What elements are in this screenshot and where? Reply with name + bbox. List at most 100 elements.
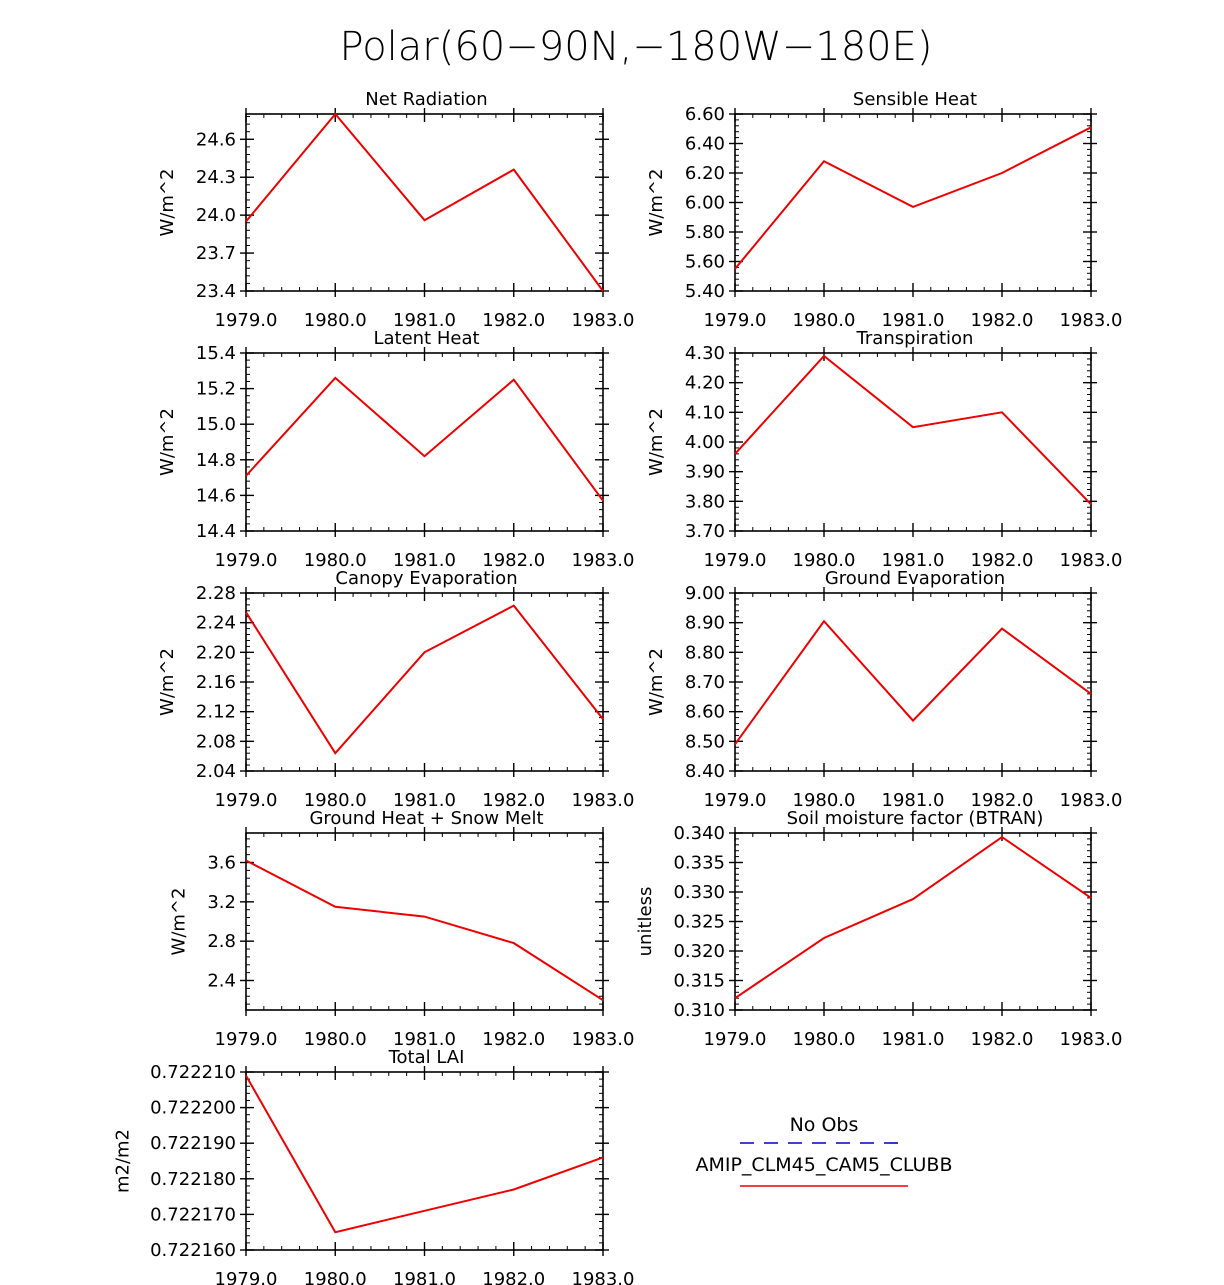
- y-tick-label: 2.16: [196, 672, 236, 693]
- x-tick-label: 1981.0: [882, 1029, 945, 1050]
- y-tick-label: 3.80: [685, 491, 725, 512]
- x-tick-label: 1979.0: [215, 310, 278, 331]
- y-tick-label: 24.6: [196, 129, 236, 150]
- y-tick-label: 14.4: [196, 521, 236, 542]
- panel-0: 1979.0 1980.0 1981.0 1982.0 1983.0 23.4 23.7 24…: [157, 89, 634, 331]
- x-tick-label: 1981.0: [393, 790, 456, 811]
- panels: 1979.0 1980.0 1981.0 1982.0 1983.0 23.4 23.7 24…: [112, 89, 1122, 1285]
- x-tick-label: 1980.0: [304, 1269, 367, 1285]
- y-tick-label: 0.325: [673, 912, 725, 933]
- y-tick-label: 9.00: [685, 583, 725, 604]
- y-tick-label: 2.08: [196, 731, 236, 752]
- x-tick-label: 1979.0: [704, 1029, 767, 1050]
- panel-title: Latent Heat: [373, 328, 479, 349]
- y-tick-label: 14.8: [196, 450, 236, 471]
- series-line: [734, 835, 1092, 1000]
- y-tick-label: 5.60: [685, 252, 725, 273]
- y-tick-label: 0.722210: [150, 1062, 236, 1083]
- x-tick-label: 1983.0: [572, 1269, 635, 1285]
- y-tick-label: 15.2: [196, 379, 236, 400]
- y-axis-label: W/m^2: [168, 888, 189, 956]
- plot-frame: [734, 592, 1092, 772]
- x-tick-label: 1980.0: [793, 1029, 856, 1050]
- y-tick-label: 0.722190: [150, 1133, 236, 1154]
- legend-entry-label: AMIP_CLM45_CAM5_CLUBB: [695, 1154, 952, 1176]
- x-tick-label: 1983.0: [572, 550, 635, 571]
- y-axis-label: W/m^2: [646, 648, 667, 716]
- series-line: [245, 376, 604, 502]
- y-tick-label: 0.335: [673, 853, 725, 874]
- y-tick-label: 5.40: [685, 281, 725, 302]
- x-tick-label: 1982.0: [971, 1029, 1034, 1050]
- legend-entry-label: No Obs: [790, 1114, 859, 1136]
- y-tick-label: 4.30: [685, 343, 725, 364]
- y-tick-label: 6.40: [685, 134, 725, 155]
- series-line: [734, 354, 1092, 505]
- x-tick-label: 1983.0: [1060, 550, 1123, 571]
- y-tick-label: 8.90: [685, 613, 725, 634]
- x-tick-label: 1979.0: [215, 550, 278, 571]
- y-tick-label: 0.722160: [150, 1240, 236, 1261]
- panel-2: 1979.0 1980.0 1981.0 1982.0 1983.0 14.4 14.6 14…: [157, 328, 634, 571]
- y-tick-label: 2.24: [196, 613, 236, 634]
- series-line: [245, 859, 604, 1002]
- plot-frame: [734, 352, 1092, 532]
- y-axis-label: W/m^2: [646, 169, 667, 237]
- x-tick-label: 1982.0: [482, 1269, 545, 1285]
- y-axis-label: W/m^2: [157, 408, 178, 476]
- y-tick-label: 5.80: [685, 222, 725, 243]
- x-tick-label: 1980.0: [304, 790, 367, 811]
- x-tick-label: 1980.0: [304, 310, 367, 331]
- x-tick-label: 1983.0: [1060, 310, 1123, 331]
- plot-frame: [734, 832, 1092, 1011]
- panel-title: Sensible Heat: [853, 89, 977, 110]
- y-tick-label: 2.04: [196, 761, 236, 782]
- y-tick-label: 0.315: [673, 971, 725, 992]
- y-tick-label: 6.60: [685, 104, 725, 125]
- panel-title: Ground Heat + Snow Melt: [309, 808, 543, 829]
- x-tick-label: 1982.0: [482, 550, 545, 571]
- panel-title: Canopy Evaporation: [335, 568, 517, 589]
- x-tick-label: 1980.0: [793, 790, 856, 811]
- x-tick-label: 1982.0: [971, 790, 1034, 811]
- y-tick-label: 3.2: [207, 892, 236, 913]
- y-tick-label: 14.6: [196, 485, 236, 506]
- y-axis-label: W/m^2: [157, 169, 178, 237]
- y-axis-label: W/m^2: [646, 408, 667, 476]
- y-tick-label: 8.70: [685, 672, 725, 693]
- plot-frame: [245, 1071, 604, 1251]
- y-tick-label: 8.60: [685, 702, 725, 723]
- x-tick-label: 1981.0: [393, 1029, 456, 1050]
- y-tick-label: 23.7: [196, 243, 236, 264]
- y-tick-label: 2.28: [196, 583, 236, 604]
- x-tick-label: 1979.0: [704, 790, 767, 811]
- plot-frame: [245, 832, 604, 1011]
- x-tick-label: 1983.0: [1060, 1029, 1123, 1050]
- y-tick-label: 0.722170: [150, 1204, 236, 1225]
- y-axis-label: W/m^2: [157, 648, 178, 716]
- y-tick-label: 2.20: [196, 642, 236, 663]
- series-line: [245, 604, 604, 755]
- x-tick-label: 1980.0: [304, 550, 367, 571]
- series-line: [734, 619, 1092, 745]
- y-tick-label: 0.330: [673, 882, 725, 903]
- y-tick-label: 2.12: [196, 702, 236, 723]
- y-tick-label: 23.4: [196, 281, 236, 302]
- x-tick-label: 1982.0: [971, 550, 1034, 571]
- y-tick-label: 2.8: [207, 931, 236, 952]
- panel-5: 1979.0 1980.0 1981.0 1982.0 1983.0 8.40 8.50 8.…: [646, 568, 1122, 811]
- x-tick-label: 1979.0: [215, 790, 278, 811]
- series-line: [245, 112, 604, 292]
- y-tick-label: 0.340: [673, 823, 725, 844]
- x-tick-label: 1981.0: [882, 550, 945, 571]
- x-tick-label: 1982.0: [971, 310, 1034, 331]
- panel-title: Soil moisture factor (BTRAN): [787, 808, 1044, 829]
- x-tick-label: 1981.0: [393, 1269, 456, 1285]
- y-tick-label: 0.722200: [150, 1098, 236, 1119]
- y-tick-label: 6.20: [685, 163, 725, 184]
- plot-frame: [245, 592, 604, 772]
- plot-frame: [245, 352, 604, 532]
- x-tick-label: 1983.0: [572, 310, 635, 331]
- legend: No Obs AMIP_CLM45_CAM5_CLUBB: [695, 1114, 953, 1187]
